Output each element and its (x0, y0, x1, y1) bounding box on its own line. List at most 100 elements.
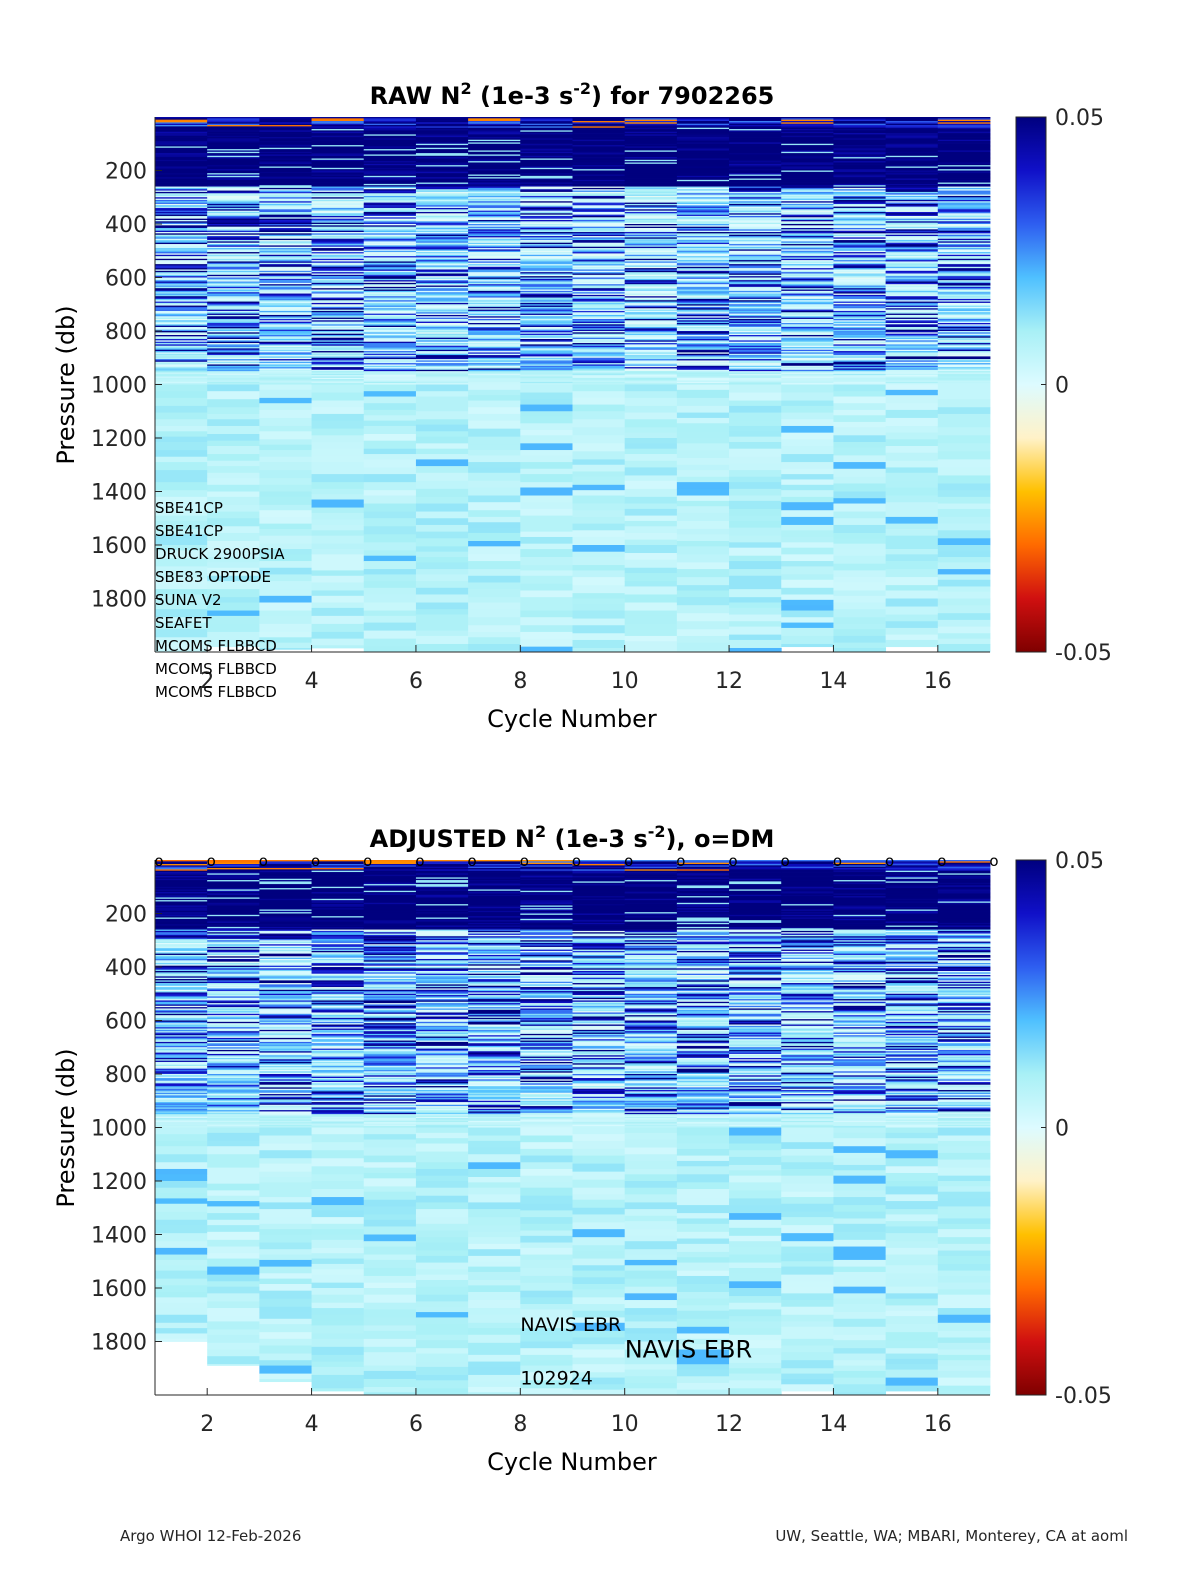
raw-cell (416, 489, 469, 497)
raw-cell (416, 466, 469, 473)
adj-cell (312, 1166, 365, 1174)
raw-cell (259, 589, 312, 596)
raw-cell (155, 457, 208, 463)
raw-y-tick-label: 200 (105, 160, 147, 185)
raw-cell (886, 536, 939, 544)
raw-cell (833, 544, 886, 550)
raw-cell (364, 611, 417, 617)
raw-cell (938, 524, 991, 531)
raw-cell (781, 537, 834, 543)
raw-cell (677, 569, 730, 577)
adj-cell (312, 1205, 365, 1211)
raw-cell (938, 509, 991, 517)
adj-cell (155, 1323, 208, 1329)
raw-cell (468, 481, 521, 488)
raw-cell (416, 518, 469, 525)
raw-cell (520, 639, 573, 647)
raw-cell (468, 541, 521, 547)
raw-cell (416, 385, 469, 392)
adj-cell (259, 1235, 312, 1243)
raw-cell (468, 617, 521, 625)
raw-cell (938, 467, 991, 475)
raw-cell (364, 534, 417, 542)
raw-cell (938, 538, 991, 545)
adj-cell (259, 1260, 312, 1267)
raw-cell (729, 437, 782, 443)
raw-heatmap (155, 117, 990, 652)
raw-cell (833, 570, 886, 577)
raw-cell (625, 461, 678, 468)
raw-cell (781, 446, 834, 454)
raw-cell (729, 463, 782, 470)
raw-cell (312, 462, 365, 468)
adj-cell (155, 1339, 208, 1342)
raw-cell (259, 596, 312, 603)
adj-cell (155, 1146, 208, 1154)
raw-x-tick-label: 16 (924, 669, 952, 694)
raw-cell (520, 450, 573, 456)
adj-cell (207, 1343, 260, 1350)
raw-cell (520, 385, 573, 393)
raw-cell (155, 490, 208, 497)
raw-cell (520, 462, 573, 469)
adj-cell (312, 1269, 365, 1275)
raw-cell (625, 581, 678, 587)
raw-cell (468, 437, 521, 445)
raw-cell (364, 556, 417, 562)
raw-cell (729, 536, 782, 543)
raw-cell (729, 603, 782, 609)
raw-cell (416, 391, 469, 397)
raw-cell (677, 590, 730, 597)
raw-cell (520, 590, 573, 597)
raw-cell (468, 445, 521, 451)
raw-cell (364, 550, 417, 556)
raw-cell (312, 474, 365, 482)
raw-cell (729, 477, 782, 483)
raw-cell (886, 607, 939, 615)
raw-cell (155, 406, 208, 413)
raw-cell (364, 518, 417, 526)
raw-cell (677, 585, 730, 591)
raw-cell (573, 552, 626, 558)
raw-cell (520, 399, 573, 405)
raw-y-tick-label: 1400 (91, 481, 147, 506)
raw-cell (886, 502, 939, 510)
raw-cell (364, 454, 417, 460)
raw-cell (416, 512, 469, 519)
raw-cell (938, 562, 991, 569)
adj-cell (312, 1189, 365, 1197)
adj-cell (259, 1291, 312, 1299)
adj-cell (155, 1248, 208, 1255)
raw-cell (886, 510, 939, 517)
raw-cell (625, 433, 678, 439)
raw-cell (886, 554, 939, 561)
raw-cell (207, 441, 260, 447)
raw-cell (468, 401, 521, 408)
raw-cell (729, 621, 782, 627)
adj-cell (207, 1128, 260, 1134)
raw-cell (781, 588, 834, 595)
raw-cell (364, 415, 417, 421)
raw-cell (833, 518, 886, 525)
raw-cell (520, 597, 573, 604)
adj-cell (155, 1162, 208, 1169)
raw-cell (677, 450, 730, 458)
raw-cell (677, 534, 730, 541)
raw-cell (520, 405, 573, 412)
adj-cell (259, 1366, 312, 1374)
adj-cell (155, 1128, 208, 1135)
raw-cell (573, 545, 626, 552)
raw-cell (625, 475, 678, 481)
raw-cell (781, 485, 834, 491)
raw-cell (573, 485, 626, 491)
adj-cell (155, 1303, 208, 1309)
raw-cell (677, 443, 730, 450)
raw-cell (364, 385, 417, 392)
raw-cell (573, 640, 626, 648)
adj-cell (259, 1197, 312, 1203)
adj-cell (259, 1136, 312, 1144)
raw-cell (312, 414, 365, 421)
raw-cell (312, 536, 365, 544)
raw-cell (729, 470, 782, 477)
raw-cell (573, 633, 626, 640)
